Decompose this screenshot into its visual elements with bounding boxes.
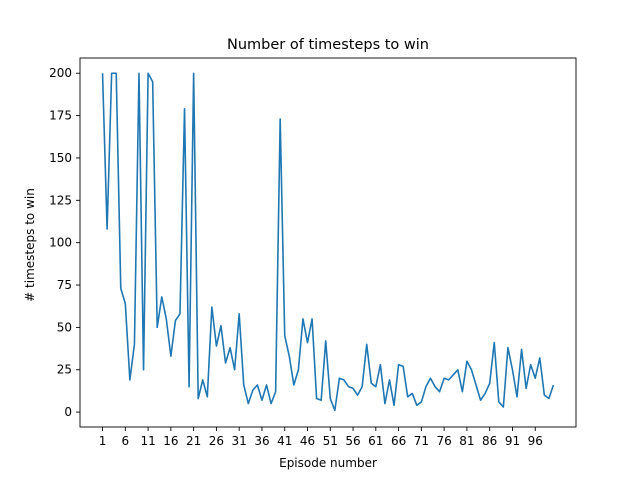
x-tick-label: 91 xyxy=(505,434,520,448)
x-tick-label: 81 xyxy=(459,434,474,448)
chart-title: Number of timesteps to win xyxy=(227,37,429,53)
y-tick-label: 200 xyxy=(49,66,72,80)
y-tick-label: 0 xyxy=(64,405,72,419)
y-tick-label: 75 xyxy=(57,278,72,292)
x-tick-label: 76 xyxy=(437,434,452,448)
x-tick-label: 71 xyxy=(414,434,429,448)
y-tick-label: 150 xyxy=(49,151,72,165)
y-axis-label: # timesteps to win xyxy=(23,188,37,302)
x-tick-label: 56 xyxy=(345,434,360,448)
y-tick-label: 175 xyxy=(49,109,72,123)
x-tick-label: 16 xyxy=(163,434,178,448)
plot-area: 1 6 11 16 21 26 31 36 41 46 51 56 61 66 71 76 81 86 91 9602… xyxy=(49,57,577,448)
x-tick-label: 41 xyxy=(277,434,292,448)
x-axis-label: Episode number xyxy=(279,456,377,470)
y-tick-label: 50 xyxy=(57,320,72,334)
y-tick-label: 125 xyxy=(49,193,72,207)
x-tick-label: 6 xyxy=(121,434,129,448)
x-tick-label: 1 xyxy=(99,434,107,448)
series-line-0 xyxy=(101,72,555,412)
y-tick-label: 100 xyxy=(49,236,72,250)
x-tick-label: 46 xyxy=(300,434,315,448)
x-tick-label: 96 xyxy=(528,434,543,448)
x-tick-label: 86 xyxy=(482,434,497,448)
y-tick-label: 25 xyxy=(57,363,72,377)
x-tick-label: 36 xyxy=(254,434,269,448)
x-tick-label: 61 xyxy=(368,434,383,448)
x-tick-label: 66 xyxy=(391,434,406,448)
x-tick-label: 51 xyxy=(323,434,338,448)
x-tick-label: 26 xyxy=(209,434,224,448)
x-tick-label: 11 xyxy=(140,434,155,448)
x-tick-label: 31 xyxy=(232,434,247,448)
x-tick-label: 21 xyxy=(186,434,201,448)
